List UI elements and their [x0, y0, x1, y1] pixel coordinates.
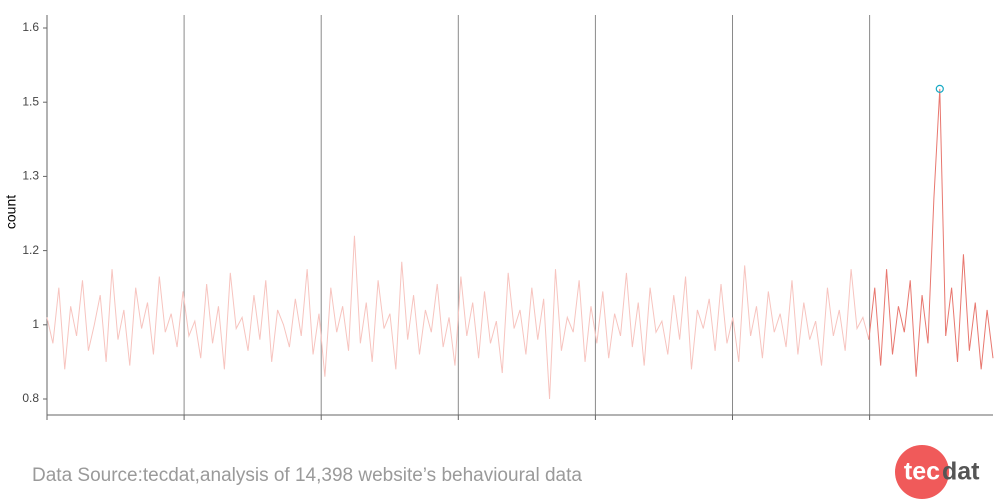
y-tick-label: 0.8 [22, 391, 39, 405]
logo-left: tec [904, 458, 940, 486]
y-axis-label: count [3, 195, 19, 229]
plot-area: 0.8 1 1.2 1.3 1.5 1.6 [22, 15, 994, 420]
y-tick-label: 1.2 [22, 243, 39, 257]
line-series [46, 235, 870, 400]
y-tick-label: 1.3 [22, 169, 39, 183]
y-tick-label: 1.5 [22, 94, 39, 108]
logo-right: dat [942, 458, 980, 486]
logo: tec dat [895, 445, 980, 499]
y-tick-label: 1 [32, 317, 39, 331]
logo-circle [895, 445, 949, 499]
source-note: Data Source:tecdat,analysis of 14,398 we… [32, 465, 582, 486]
peak-marker [935, 84, 944, 93]
y-tick-label: 1.6 [22, 20, 39, 34]
line-series [868, 88, 994, 377]
